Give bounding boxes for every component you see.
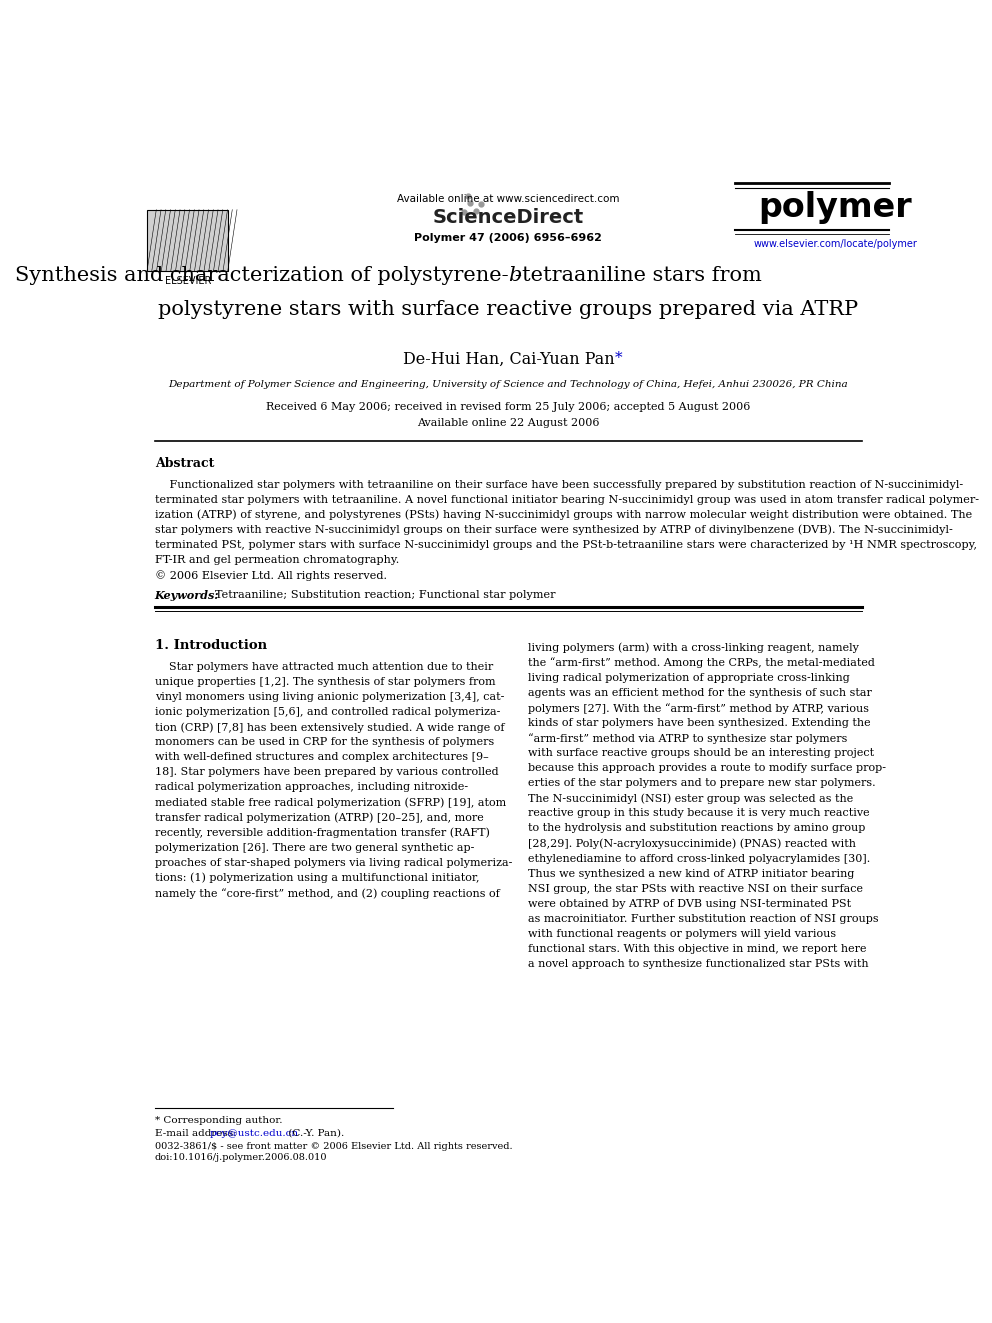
Text: mediated stable free radical polymerization (SFRP) [19], atom: mediated stable free radical polymerizat… <box>155 798 506 808</box>
Text: polymer: polymer <box>758 192 912 225</box>
Text: kinds of star polymers have been synthesized. Extending the: kinds of star polymers have been synthes… <box>528 718 870 728</box>
Text: a novel approach to synthesize functionalized star PSts with: a novel approach to synthesize functiona… <box>528 959 868 968</box>
Text: polymerization [26]. There are two general synthetic ap-: polymerization [26]. There are two gener… <box>155 843 474 853</box>
Text: [28,29]. Poly(N-acryloxysuccinimide) (PNAS) reacted with: [28,29]. Poly(N-acryloxysuccinimide) (PN… <box>528 839 856 849</box>
Text: to the hydrolysis and substitution reactions by amino group: to the hydrolysis and substitution react… <box>528 823 865 833</box>
Text: Available online at www.sciencedirect.com: Available online at www.sciencedirect.co… <box>397 194 620 205</box>
Text: (C.-Y. Pan).: (C.-Y. Pan). <box>286 1129 344 1138</box>
Text: because this approach provides a route to modify surface prop-: because this approach provides a route t… <box>528 763 886 773</box>
Bar <box>147 209 228 271</box>
Text: Keywords:: Keywords: <box>155 590 219 602</box>
Text: *: * <box>614 352 622 365</box>
Text: The N-succinimidyl (NSI) ester group was selected as the: The N-succinimidyl (NSI) ester group was… <box>528 794 853 804</box>
Text: terminated PSt, polymer stars with surface N-succinimidyl groups and the PSt-b-t: terminated PSt, polymer stars with surfa… <box>155 540 977 550</box>
Text: were obtained by ATRP of DVB using NSI-terminated PSt: were obtained by ATRP of DVB using NSI-t… <box>528 898 851 909</box>
Text: doi:10.1016/j.polymer.2006.08.010: doi:10.1016/j.polymer.2006.08.010 <box>155 1154 327 1162</box>
Text: star polymers with reactive N-succinimidyl groups on their surface were synthesi: star polymers with reactive N-succinimid… <box>155 525 952 536</box>
Text: the “arm-first” method. Among the CRPs, the metal-mediated: the “arm-first” method. Among the CRPs, … <box>528 658 875 668</box>
Text: terminated star polymers with tetraaniline. A novel functional initiator bearing: terminated star polymers with tetraanili… <box>155 495 979 505</box>
Text: namely the “core-first” method, and (2) coupling reactions of: namely the “core-first” method, and (2) … <box>155 888 500 898</box>
Text: living polymers (arm) with a cross-linking reagent, namely: living polymers (arm) with a cross-linki… <box>528 643 858 654</box>
Text: tion (CRP) [7,8] has been extensively studied. A wide range of: tion (CRP) [7,8] has been extensively st… <box>155 722 504 733</box>
Text: pcy@ustc.edu.cn: pcy@ustc.edu.cn <box>210 1129 300 1138</box>
Text: ScienceDirect: ScienceDirect <box>433 208 584 226</box>
Text: with surface reactive groups should be an interesting project: with surface reactive groups should be a… <box>528 747 874 758</box>
Text: Synthesis and characterization of polystyrene-: Synthesis and characterization of polyst… <box>15 266 509 284</box>
Text: Tetraaniline; Substitution reaction; Functional star polymer: Tetraaniline; Substitution reaction; Fun… <box>214 590 556 601</box>
Text: E-mail address:: E-mail address: <box>155 1129 240 1138</box>
Text: monomers can be used in CRP for the synthesis of polymers: monomers can be used in CRP for the synt… <box>155 737 494 747</box>
Text: functional stars. With this objective in mind, we report here: functional stars. With this objective in… <box>528 945 866 954</box>
Text: Available online 22 August 2006: Available online 22 August 2006 <box>418 418 599 427</box>
Text: ethylenediamine to afford cross-linked polyacrylamides [30].: ethylenediamine to afford cross-linked p… <box>528 853 870 864</box>
Text: NSI group, the star PSts with reactive NSI on their surface: NSI group, the star PSts with reactive N… <box>528 884 863 893</box>
Text: ELSEVIER: ELSEVIER <box>165 277 211 286</box>
Text: tions: (1) polymerization using a multifunctional initiator,: tions: (1) polymerization using a multif… <box>155 873 479 884</box>
Text: 1. Introduction: 1. Introduction <box>155 639 267 652</box>
Text: De-Hui Han, Cai-Yuan Pan: De-Hui Han, Cai-Yuan Pan <box>403 352 614 368</box>
Text: 0032-3861/$ - see front matter © 2006 Elsevier Ltd. All rights reserved.: 0032-3861/$ - see front matter © 2006 El… <box>155 1142 513 1151</box>
Text: vinyl monomers using living anionic polymerization [3,4], cat-: vinyl monomers using living anionic poly… <box>155 692 504 703</box>
Text: transfer radical polymerization (ATRP) [20–25], and, more: transfer radical polymerization (ATRP) [… <box>155 812 483 823</box>
Text: b: b <box>509 266 522 284</box>
Text: with functional reagents or polymers will yield various: with functional reagents or polymers wil… <box>528 929 835 939</box>
Text: reactive group in this study because it is very much reactive: reactive group in this study because it … <box>528 808 869 819</box>
Text: living radical polymerization of appropriate cross-linking: living radical polymerization of appropr… <box>528 672 849 683</box>
Text: Received 6 May 2006; received in revised form 25 July 2006; accepted 5 August 20: Received 6 May 2006; received in revised… <box>266 402 751 413</box>
Text: www.elsevier.com/locate/polymer: www.elsevier.com/locate/polymer <box>753 239 917 249</box>
Text: radical polymerization approaches, including nitroxide-: radical polymerization approaches, inclu… <box>155 782 468 792</box>
Text: polystyrene stars with surface reactive groups prepared via ATRP: polystyrene stars with surface reactive … <box>159 300 858 319</box>
Text: Polymer 47 (2006) 6956–6962: Polymer 47 (2006) 6956–6962 <box>415 233 602 243</box>
Text: polymers [27]. With the “arm-first” method by ATRP, various: polymers [27]. With the “arm-first” meth… <box>528 703 869 713</box>
Text: © 2006 Elsevier Ltd. All rights reserved.: © 2006 Elsevier Ltd. All rights reserved… <box>155 570 387 581</box>
Text: proaches of star-shaped polymers via living radical polymeriza-: proaches of star-shaped polymers via liv… <box>155 857 512 868</box>
Text: Star polymers have attracted much attention due to their: Star polymers have attracted much attent… <box>155 662 493 672</box>
Text: unique properties [1,2]. The synthesis of star polymers from: unique properties [1,2]. The synthesis o… <box>155 677 495 687</box>
Text: 18]. Star polymers have been prepared by various controlled: 18]. Star polymers have been prepared by… <box>155 767 498 778</box>
Text: with well-defined structures and complex architectures [9–: with well-defined structures and complex… <box>155 753 488 762</box>
Text: FT-IR and gel permeation chromatography.: FT-IR and gel permeation chromatography. <box>155 556 399 565</box>
Text: erties of the star polymers and to prepare new star polymers.: erties of the star polymers and to prepa… <box>528 778 875 789</box>
Text: ionic polymerization [5,6], and controlled radical polymeriza-: ionic polymerization [5,6], and controll… <box>155 706 500 717</box>
Text: “arm-first” method via ATRP to synthesize star polymers: “arm-first” method via ATRP to synthesiz… <box>528 733 847 744</box>
Text: as macroinitiator. Further substitution reaction of NSI groups: as macroinitiator. Further substitution … <box>528 914 878 923</box>
Text: Thus we synthesized a new kind of ATRP initiator bearing: Thus we synthesized a new kind of ATRP i… <box>528 869 854 878</box>
Text: Department of Polymer Science and Engineering, University of Science and Technol: Department of Polymer Science and Engine… <box>169 380 848 389</box>
Text: recently, reversible addition-fragmentation transfer (RAFT): recently, reversible addition-fragmentat… <box>155 828 490 839</box>
Text: Abstract: Abstract <box>155 458 214 470</box>
Text: -tetraaniline stars from: -tetraaniline stars from <box>515 266 762 284</box>
Text: agents was an efficient method for the synthesis of such star: agents was an efficient method for the s… <box>528 688 872 697</box>
Text: Functionalized star polymers with tetraaniline on their surface have been succes: Functionalized star polymers with tetraa… <box>155 480 963 490</box>
Text: ization (ATRP) of styrene, and polystyrenes (PSts) having N-succinimidyl groups : ization (ATRP) of styrene, and polystyre… <box>155 509 972 520</box>
Text: * Corresponding author.: * Corresponding author. <box>155 1117 283 1126</box>
